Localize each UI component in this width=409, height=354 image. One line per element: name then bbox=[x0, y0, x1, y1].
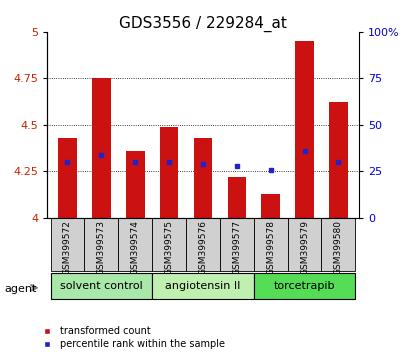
Bar bbox=[328, 103, 347, 218]
Bar bbox=[84, 218, 118, 271]
Bar bbox=[152, 218, 186, 271]
Text: GSM399579: GSM399579 bbox=[299, 220, 308, 275]
Text: GSM399578: GSM399578 bbox=[265, 220, 274, 275]
Text: GSM399575: GSM399575 bbox=[164, 220, 173, 275]
Text: GSM399573: GSM399573 bbox=[97, 220, 106, 275]
Bar bbox=[253, 273, 355, 299]
Bar bbox=[118, 218, 152, 271]
Text: solvent control: solvent control bbox=[60, 281, 142, 291]
Bar bbox=[253, 218, 287, 271]
Legend: transformed count, percentile rank within the sample: transformed count, percentile rank withi… bbox=[38, 326, 225, 349]
Text: GSM399577: GSM399577 bbox=[232, 220, 241, 275]
Text: angiotensin II: angiotensin II bbox=[165, 281, 240, 291]
Title: GDS3556 / 229284_at: GDS3556 / 229284_at bbox=[119, 16, 286, 32]
Bar bbox=[152, 273, 253, 299]
Bar bbox=[193, 138, 212, 218]
Bar bbox=[287, 218, 321, 271]
Bar bbox=[160, 127, 178, 218]
Text: torcetrapib: torcetrapib bbox=[273, 281, 335, 291]
Bar bbox=[92, 78, 110, 218]
Text: GSM399572: GSM399572 bbox=[63, 220, 72, 275]
Bar bbox=[227, 177, 245, 218]
Text: agent: agent bbox=[4, 284, 36, 293]
Bar bbox=[321, 218, 355, 271]
Bar bbox=[126, 151, 144, 218]
Bar bbox=[58, 138, 76, 218]
Bar bbox=[261, 194, 279, 218]
Text: GSM399580: GSM399580 bbox=[333, 220, 342, 275]
Bar bbox=[219, 218, 253, 271]
Bar bbox=[50, 218, 84, 271]
Text: GSM399576: GSM399576 bbox=[198, 220, 207, 275]
Text: GSM399574: GSM399574 bbox=[130, 220, 139, 275]
Bar bbox=[186, 218, 219, 271]
Bar bbox=[294, 41, 313, 218]
Bar bbox=[50, 273, 152, 299]
